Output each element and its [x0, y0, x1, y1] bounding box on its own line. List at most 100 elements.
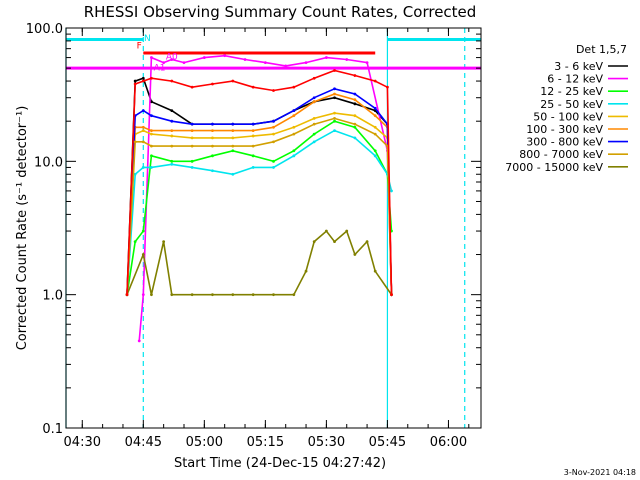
data-point-5-14	[373, 114, 377, 118]
data-point-4-11	[312, 116, 316, 120]
data-point-2-6	[211, 154, 214, 158]
data-point-9-7	[231, 79, 235, 83]
data-point-1-14	[365, 61, 369, 65]
data-point-1-8	[243, 58, 247, 61]
data-point-3-14	[373, 154, 377, 158]
x-tick-label-3: 05:15	[247, 435, 284, 450]
data-point-8-17	[365, 240, 369, 244]
data-point-2-7	[231, 149, 235, 153]
data-point-2-4	[170, 159, 174, 163]
data-point-9-10	[292, 85, 296, 89]
x-tick-label-0: 04:30	[64, 435, 101, 450]
chart-title: RHESSI Observing Summary Count Rates, Co…	[84, 3, 477, 21]
data-point-6-13	[353, 92, 357, 96]
data-point-8-18	[373, 269, 377, 273]
data-point-0-12	[333, 96, 336, 100]
data-point-3-8	[251, 166, 255, 169]
data-point-3-6	[211, 169, 214, 173]
data-point-5-7	[231, 129, 235, 133]
data-point-8-13	[324, 229, 328, 233]
data-point-4-6	[211, 136, 214, 140]
data-point-9-5	[190, 85, 194, 89]
series-line-1	[138, 54, 393, 341]
data-point-2-3	[150, 154, 153, 158]
axes: 04:30 04:45 05:00 05:15 05:30 05:45 06:00 0.1 1.…	[26, 22, 481, 450]
data-point-4-9	[272, 132, 275, 136]
x-tick-label-6: 06:00	[430, 435, 467, 450]
data-point-9-6	[211, 82, 214, 86]
data-point-9-11	[312, 76, 316, 80]
data-point-4-14	[373, 125, 377, 129]
legend-label-8: 7000 - 15000 keV	[505, 161, 603, 174]
data-point-7-14	[373, 132, 377, 136]
data-point-5-6	[211, 129, 214, 133]
y-tick-label-1: 1.0	[42, 289, 63, 304]
series-line-4	[126, 112, 393, 295]
data-point-0-2	[141, 76, 145, 80]
data-point-9-9	[272, 89, 275, 92]
data-point-5-9	[272, 125, 275, 129]
data-point-6-2	[141, 109, 145, 113]
data-point-2-11	[312, 132, 316, 136]
data-point-4-2	[141, 129, 145, 133]
data-point-8-5	[190, 293, 194, 297]
data-point-2-9	[272, 159, 275, 163]
legend-label-4: 50 - 100 keV	[533, 110, 603, 123]
data-point-1-12	[324, 56, 328, 59]
data-point-2-12	[333, 119, 336, 123]
data-point-3-11	[312, 140, 316, 144]
data-point-3-13	[353, 136, 357, 140]
data-point-7-4	[170, 144, 174, 148]
data-point-1-9	[263, 61, 267, 65]
data-point-3-2	[141, 166, 145, 169]
data-point-2-14	[373, 149, 377, 153]
data-point-8-14	[333, 240, 336, 244]
data-point-0-13	[353, 102, 357, 106]
data-point-8-16	[353, 253, 357, 256]
data-point-1-4	[170, 58, 174, 61]
data-point-8-8	[251, 293, 255, 297]
data-point-9-13	[353, 74, 357, 77]
data-point-6-10	[292, 109, 296, 113]
data-point-4-3	[150, 132, 153, 136]
legend-title: Det 1,5,7	[576, 43, 627, 56]
data-point-2-1	[133, 240, 137, 244]
legend-label-1: 6 - 12 keV	[547, 73, 603, 86]
data-point-1-5	[182, 61, 186, 65]
x-axis-label: Start Time (24-Dec-15 04:27:42)	[174, 456, 386, 471]
plot-frame	[65, 27, 482, 429]
data-point-5-8	[251, 129, 255, 133]
data-point-0-1	[133, 79, 137, 83]
data-point-3-4	[170, 162, 174, 166]
data-point-5-4	[170, 129, 174, 133]
data-point-8-11	[304, 269, 308, 273]
data-point-5-3	[150, 129, 153, 133]
y-tick-label-3: 100.0	[26, 22, 63, 37]
data-point-8-15	[345, 229, 349, 233]
series-line-7	[126, 117, 393, 295]
annotation-1: N	[144, 34, 151, 44]
data-point-7-3	[150, 144, 153, 148]
data-point-3-3	[150, 166, 153, 169]
data-point-1-0	[137, 339, 141, 343]
data-point-4-8	[251, 134, 255, 138]
legend-label-7: 800 - 7000 keV	[519, 148, 603, 161]
data-point-7-6	[211, 144, 214, 148]
data-point-7-2	[141, 140, 145, 144]
data-point-8-7	[231, 293, 235, 297]
data-point-4-10	[292, 125, 296, 129]
data-point-9-8	[251, 85, 255, 89]
data-point-1-13	[345, 58, 349, 61]
data-point-8-6	[211, 293, 214, 297]
data-point-9-15	[386, 85, 389, 89]
data-point-3-12	[333, 129, 336, 133]
data-point-5-5	[190, 129, 194, 133]
data-point-6-8	[251, 122, 255, 126]
data-point-1-11	[304, 61, 308, 65]
data-point-7-7	[231, 144, 235, 148]
data-point-9-12	[333, 69, 336, 72]
data-point-9-14	[373, 79, 377, 83]
